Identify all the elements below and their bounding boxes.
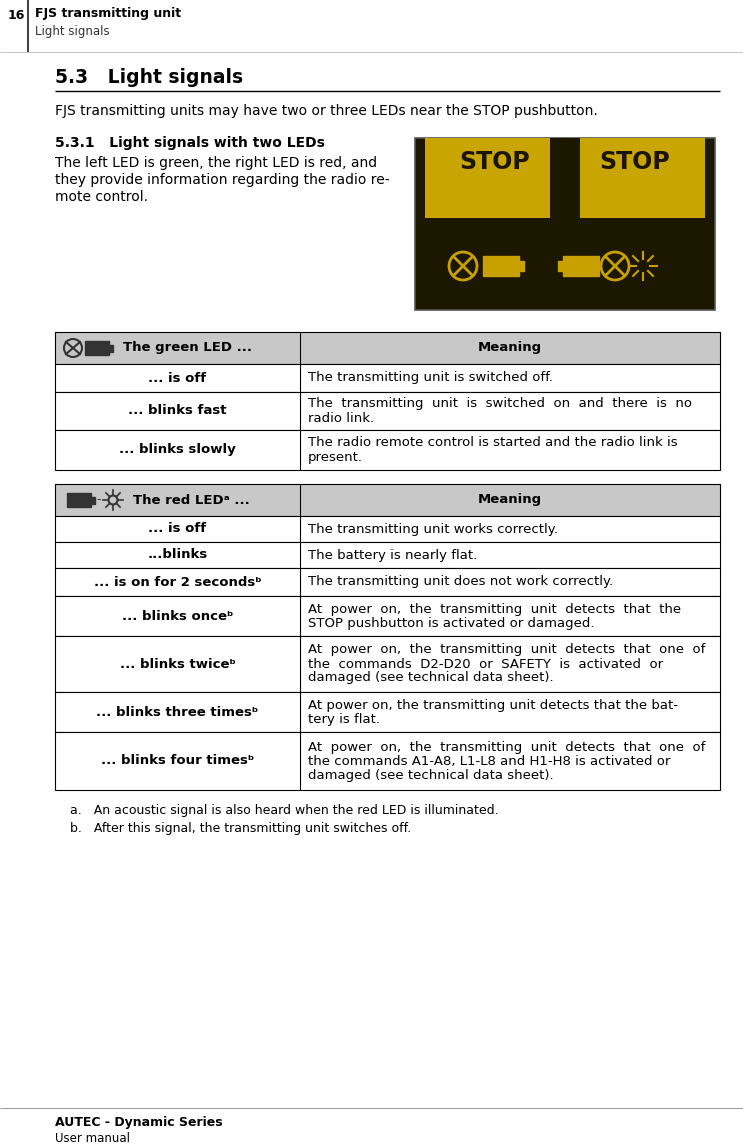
Bar	[109, 345, 112, 352]
Text: b.   After this signal, the transmitting unit switches off.: b. After this signal, the transmitting u…	[70, 822, 411, 835]
Bar	[415, 139, 715, 310]
Bar	[55, 332, 720, 364]
Text: radio link.: radio link.	[308, 411, 374, 425]
Text: AUTEC - Dynamic Series: AUTEC - Dynamic Series	[55, 1116, 223, 1129]
Text: The transmitting unit is switched off.: The transmitting unit is switched off.	[308, 371, 553, 385]
Text: damaged (see technical data sheet).: damaged (see technical data sheet).	[308, 768, 554, 782]
Text: they provide information regarding the radio re-: they provide information regarding the r…	[55, 173, 389, 187]
Text: ... is off: ... is off	[149, 522, 207, 536]
Text: 5.3   Light signals: 5.3 Light signals	[55, 68, 243, 87]
Bar	[55, 516, 720, 542]
Text: present.: present.	[308, 450, 363, 464]
Bar	[55, 431, 720, 469]
Text: The transmitting unit works correctly.: The transmitting unit works correctly.	[308, 522, 558, 536]
Text: The  transmitting  unit  is  switched  on  and  there  is  no: The transmitting unit is switched on and…	[308, 397, 692, 411]
Bar	[519, 261, 524, 271]
Text: At power on, the transmitting unit detects that the bat-: At power on, the transmitting unit detec…	[308, 698, 678, 711]
Text: ... blinks three timesᵇ: ... blinks three timesᵇ	[97, 705, 259, 719]
Bar	[55, 542, 720, 568]
Text: the commands A1-A8, L1-L8 and H1-H8 is activated or: the commands A1-A8, L1-L8 and H1-H8 is a…	[308, 755, 670, 767]
Bar	[55, 568, 720, 597]
Bar	[55, 484, 720, 516]
Text: 16: 16	[8, 9, 25, 22]
Text: ... is off: ... is off	[149, 371, 207, 385]
Text: STOP pushbutton is activated or damaged.: STOP pushbutton is activated or damaged.	[308, 616, 594, 630]
Text: ... blinks slowly: ... blinks slowly	[119, 443, 236, 457]
Text: The red LEDᵃ ...: The red LEDᵃ ...	[133, 493, 250, 506]
Bar	[55, 392, 720, 431]
Text: FJS transmitting units may have two or three LEDs near the STOP pushbutton.: FJS transmitting units may have two or t…	[55, 104, 598, 118]
Bar	[55, 732, 720, 790]
Text: At  power  on,  the  transmitting  unit  detects  that  one  of: At power on, the transmitting unit detec…	[308, 643, 705, 656]
Text: At  power  on,  the  transmitting  unit  detects  that  one  of: At power on, the transmitting unit detec…	[308, 741, 705, 753]
Text: The battery is nearly flat.: The battery is nearly flat.	[308, 548, 477, 561]
Bar	[55, 597, 720, 635]
Text: the  commands  D2-D20  or  SAFETY  is  activated  or: the commands D2-D20 or SAFETY is activat…	[308, 657, 663, 671]
Text: Meaning: Meaning	[478, 493, 542, 506]
Text: 5.3.1   Light signals with two LEDs: 5.3.1 Light signals with two LEDs	[55, 136, 325, 150]
Text: The green LED ...: The green LED ...	[123, 341, 252, 355]
Bar	[483, 256, 519, 276]
Text: STOP: STOP	[460, 150, 531, 174]
Bar	[55, 635, 720, 692]
Text: ... blinks four timesᵇ: ... blinks four timesᵇ	[101, 755, 254, 767]
Text: STOP: STOP	[600, 150, 670, 174]
Text: The radio remote control is started and the radio link is: The radio remote control is started and …	[308, 436, 678, 450]
Text: -: -	[97, 493, 101, 506]
Bar	[55, 692, 720, 732]
Text: The left LED is green, the right LED is red, and: The left LED is green, the right LED is …	[55, 156, 377, 169]
Text: mote control.: mote control.	[55, 190, 148, 204]
Bar	[91, 497, 94, 504]
Text: ... blinks fast: ... blinks fast	[129, 404, 227, 418]
Bar	[67, 493, 91, 507]
Text: ... blinks twiceᵇ: ... blinks twiceᵇ	[120, 657, 236, 671]
Text: a.   An acoustic signal is also heard when the red LED is illuminated.: a. An acoustic signal is also heard when…	[70, 804, 499, 818]
Text: ...blinks: ...blinks	[147, 548, 207, 561]
Text: damaged (see technical data sheet).: damaged (see technical data sheet).	[308, 671, 554, 685]
Text: ... blinks onceᵇ: ... blinks onceᵇ	[122, 609, 233, 623]
Bar	[550, 139, 580, 218]
Bar	[425, 139, 705, 218]
Text: Meaning: Meaning	[478, 341, 542, 355]
Text: At  power  on,  the  transmitting  unit  detects  that  the: At power on, the transmitting unit detec…	[308, 602, 681, 616]
Text: User manual: User manual	[55, 1132, 130, 1145]
Text: FJS transmitting unit: FJS transmitting unit	[35, 7, 181, 19]
Bar	[55, 364, 720, 392]
Text: ... is on for 2 secondsᵇ: ... is on for 2 secondsᵇ	[94, 576, 262, 589]
Text: tery is flat.: tery is flat.	[308, 712, 380, 726]
Bar	[563, 256, 599, 276]
Bar	[558, 261, 563, 271]
Bar	[0, 0, 743, 52]
Text: The transmitting unit does not work correctly.: The transmitting unit does not work corr…	[308, 576, 613, 589]
Bar	[85, 341, 109, 355]
Text: Light signals: Light signals	[35, 25, 110, 38]
